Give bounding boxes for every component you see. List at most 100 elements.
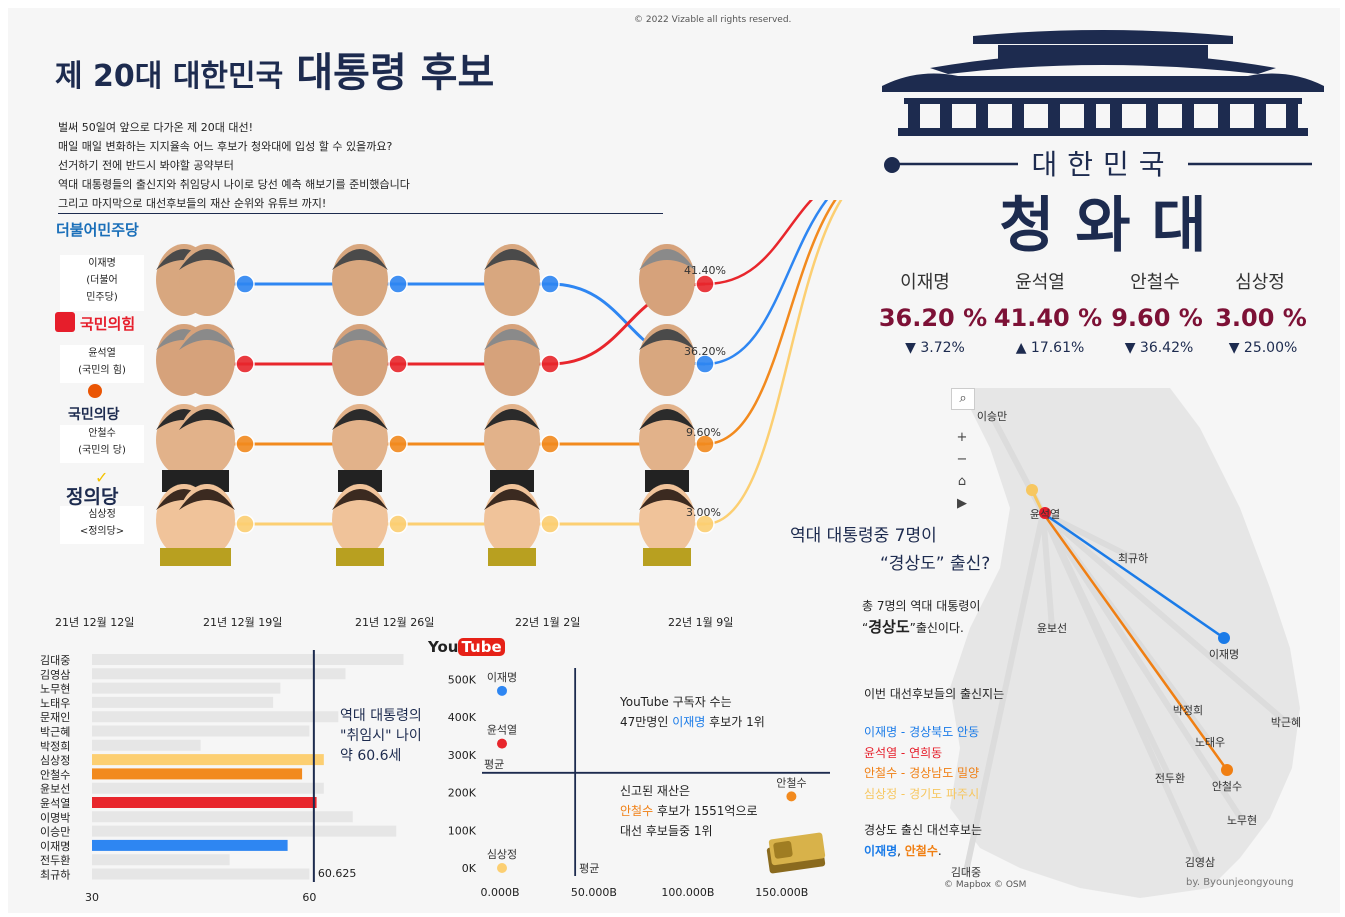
up-arrow-icon: ▲: [1015, 340, 1027, 356]
ahn-line: [1041, 512, 1229, 771]
page-title: 제 20대 대한민국 대통령 후보: [55, 40, 494, 98]
city-label: 윤보선: [1037, 622, 1067, 635]
rank-point: [388, 434, 408, 454]
candidate-portrait: [484, 324, 540, 396]
stat-change-sim: ▼ 25.00%: [1198, 340, 1328, 356]
candidate-portrait: [332, 324, 388, 396]
portrait-hair: [332, 249, 388, 270]
bar-category-label: 윤보선: [40, 783, 70, 796]
map-controls: ⌕ + − ⌂ ▶: [951, 388, 975, 514]
home-icon[interactable]: ⌂: [957, 474, 967, 489]
portrait-hair: [179, 409, 235, 430]
party-logo-justice: 정의당: [66, 486, 119, 508]
stat-change-value: 17.61%: [1030, 340, 1085, 356]
asset-note-line: 안철수 후보가 1551억으로: [620, 801, 758, 821]
zoom-out-icon[interactable]: −: [956, 452, 968, 467]
justice-check-icon: ✓: [95, 468, 109, 487]
final-pct-sim: 3.00%: [686, 506, 721, 519]
portrait-hair: [179, 249, 235, 270]
zoom-in-icon[interactable]: +: [956, 430, 968, 445]
gs-ahn: 안철수: [904, 844, 938, 858]
yoon-birthplace-dot: [1039, 507, 1051, 519]
intro-line: 선거하기 전에 반드시 봐야할 공약부터: [58, 159, 234, 172]
bar-category-label: 이승만: [40, 826, 70, 839]
bar-category-label: 윤석열: [40, 797, 70, 810]
y-tick-label: 0K: [462, 862, 477, 875]
portrait-jacket: [643, 548, 691, 566]
born-item: 안철수 - 경상남도 밀양: [864, 766, 980, 780]
bar-category-label: 김영삼: [40, 668, 70, 681]
asset-note-line: 신고된 재산은: [620, 784, 691, 798]
candidate-party: (국민의 당): [78, 445, 126, 456]
candidate-party: 민주당): [86, 292, 118, 303]
gs-sep: ,: [897, 844, 905, 858]
bar-category-label: 이명박: [40, 811, 70, 824]
asset-note-text: 후보가 1551억으로: [653, 804, 758, 818]
age-bar: [92, 682, 281, 694]
scatter-point-label: 윤석열: [487, 724, 517, 737]
city-label: 박근혜: [1271, 716, 1301, 729]
stat-pct-lee: 36.20 %: [878, 304, 988, 332]
candidate-name: 이재명: [88, 258, 116, 269]
author-credit: by. Byounjeongyoung: [1186, 877, 1294, 888]
candidate-name: 안철수: [88, 428, 116, 439]
born-item: 이재명 - 경상북도 안동: [864, 725, 980, 739]
age-bar: [92, 711, 339, 723]
portrait-hair: [484, 329, 540, 350]
gs-note: 경상도 출신 대선후보는 이재명, 안철수.: [864, 820, 982, 862]
y-tick-label: 100K: [448, 824, 477, 837]
down-arrow-icon: ▼: [905, 340, 916, 356]
y-tick-label: 500K: [448, 674, 477, 687]
stat-pct-sim: 3.00 %: [1215, 304, 1307, 332]
age-bar-chart: 김대중김영삼노무현노태우문재인박근혜박정희심상정안철수윤보선윤석열이명박이승만이…: [40, 650, 404, 904]
portrait-hair: [639, 489, 695, 510]
city-label: 김대중: [951, 866, 981, 879]
age-bar: [92, 739, 201, 751]
final-pct-yoon: 41.40%: [684, 264, 726, 277]
map-sub-highlight: 경상도: [868, 618, 910, 636]
candidate-party: <정의당>: [79, 526, 125, 537]
gs-lee: 이재명: [864, 844, 898, 858]
birthplace-line: [1040, 510, 1245, 823]
stat-name-sim: 심상정: [1235, 272, 1285, 293]
x-tick-label: 150.000B: [755, 886, 808, 899]
scatter-point-label: 심상정: [487, 848, 517, 861]
stat-change-value: 3.72%: [920, 340, 965, 356]
title-part2: 대통령 후보: [296, 50, 495, 96]
portrait-hair: [179, 329, 235, 350]
series-line-1: [180, 282, 706, 366]
date-label: 22년 1월 2일: [515, 616, 581, 629]
rank-point: [540, 354, 560, 374]
map-sub-line: “경상도”출신이다.: [862, 617, 980, 639]
city-label: 안철수: [1212, 780, 1242, 793]
search-icon[interactable]: ⌕: [951, 388, 975, 410]
age-bar: [92, 754, 324, 766]
bar-category-label: 심상정: [40, 754, 70, 767]
avg-label: 평균: [484, 758, 504, 771]
candidate-portrait: [484, 404, 540, 492]
age-bar: [92, 825, 397, 837]
age-bar: [92, 725, 310, 737]
map-sub-text: “: [862, 621, 869, 635]
scatter-point-label: 이재명: [487, 671, 517, 684]
age-bar: [92, 868, 310, 880]
target-dot-circle: [884, 157, 900, 173]
city-label: 노태우: [1195, 736, 1225, 749]
gs-title: 경상도 출신 대선후보는: [864, 823, 983, 837]
candidate-portrait: [639, 404, 695, 492]
bar-category-label: 문재인: [40, 711, 70, 724]
rank-point: [235, 354, 255, 374]
candidate-portrait: [639, 324, 695, 396]
scatter-point: [497, 685, 508, 696]
born-item: 심상정 - 경기도 파주시: [864, 786, 980, 801]
x-tick-label: 60: [302, 891, 316, 904]
candidate-portrait: [179, 484, 235, 566]
play-icon[interactable]: ▶: [957, 496, 967, 511]
portrait-hair: [484, 489, 540, 510]
stat-change-yoon: ▲ 17.61%: [985, 340, 1115, 356]
y-tick-label: 300K: [448, 749, 477, 762]
age-bar: [92, 811, 353, 823]
stat-change-value: 25.00%: [1243, 340, 1298, 356]
candidate-label-yoon: 윤석열 (국민의 힘): [60, 345, 144, 383]
youtube-note: YouTube 구독자 수는 47만명인 이재명 후보가 1위: [620, 692, 765, 732]
